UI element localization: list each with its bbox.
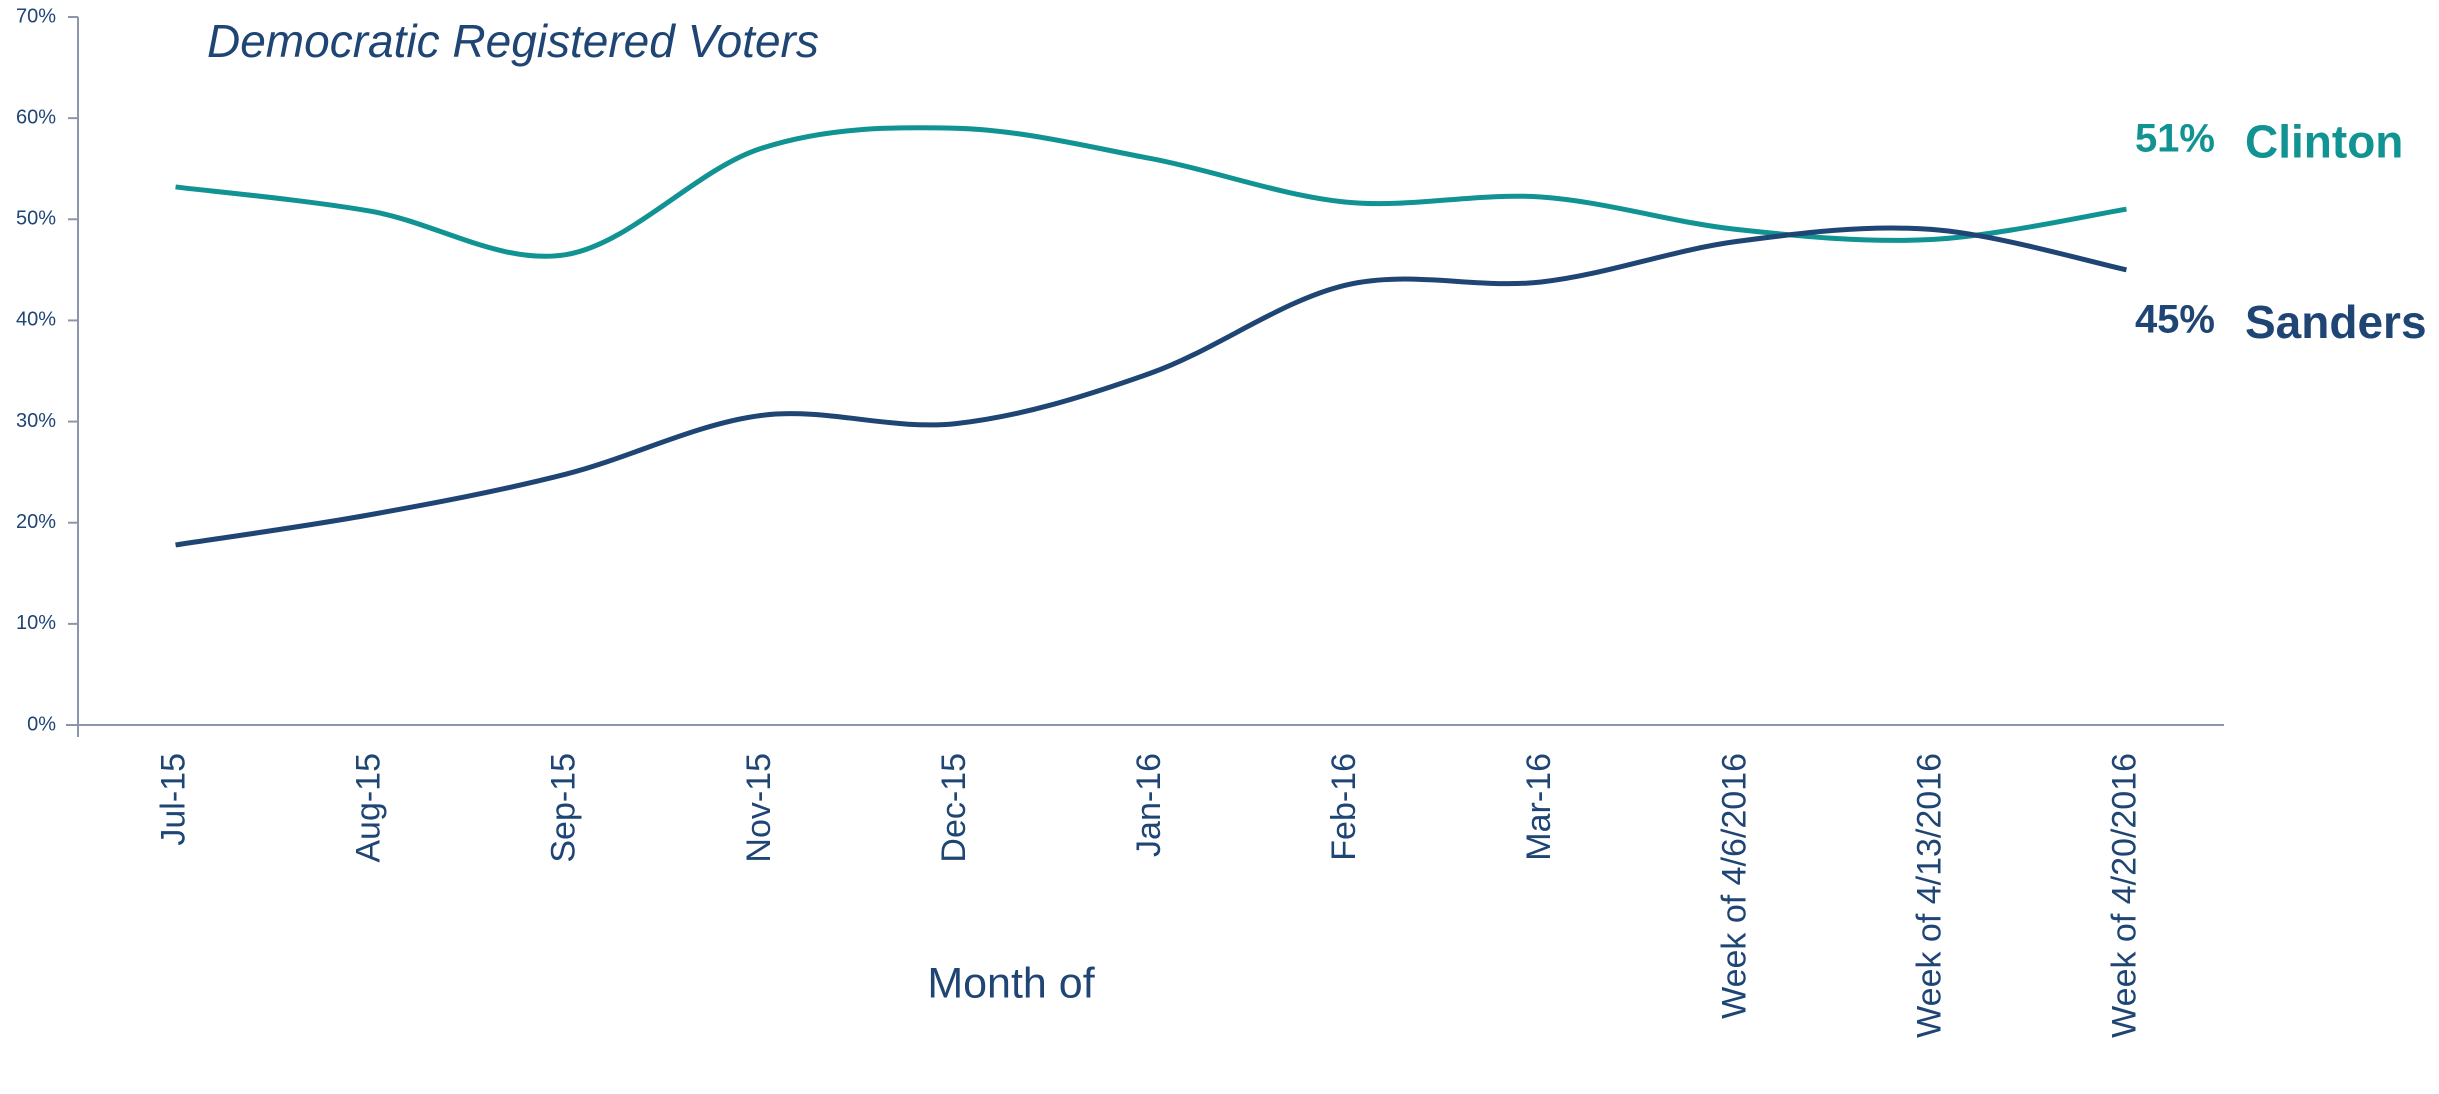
x-tick-label: Nov-15 [740, 753, 778, 863]
line-series [175, 125, 2127, 259]
series-label: Clinton [2245, 115, 2403, 167]
x-tick-label: Jul-15 [155, 753, 193, 846]
line-series [175, 225, 2127, 548]
x-tick-label: Week of 4/13/2016 [1910, 753, 1948, 1038]
y-tick-label: 0% [27, 713, 56, 735]
y-tick-label: 50% [16, 208, 56, 230]
x-tick-label: Feb-16 [1325, 753, 1363, 861]
x-tick-label: Dec-15 [935, 753, 973, 863]
x-tick-label: Sep-15 [545, 753, 583, 863]
x-tick-label: Aug-15 [350, 753, 388, 863]
value-label: 51% [2135, 117, 2215, 161]
y-tick-label: 40% [16, 309, 56, 331]
y-tick-label: 10% [16, 612, 56, 634]
x-tick-label: Mar-16 [1520, 753, 1558, 861]
series-label: Sanders [2245, 296, 2427, 348]
y-tick-label: 70% [16, 5, 56, 27]
value-label: 45% [2135, 297, 2215, 341]
y-tick-label: 30% [16, 410, 56, 432]
chart-title: Democratic Registered Voters [207, 15, 819, 67]
x-axis-label: Month of [927, 959, 1095, 1007]
y-tick-label: 60% [16, 106, 56, 128]
x-tick-label: Week of 4/20/2016 [2105, 753, 2143, 1038]
x-tick-label: Jan-16 [1130, 753, 1168, 857]
x-tick-label: Week of 4/6/2016 [1715, 753, 1753, 1019]
y-tick-label: 20% [16, 511, 56, 533]
